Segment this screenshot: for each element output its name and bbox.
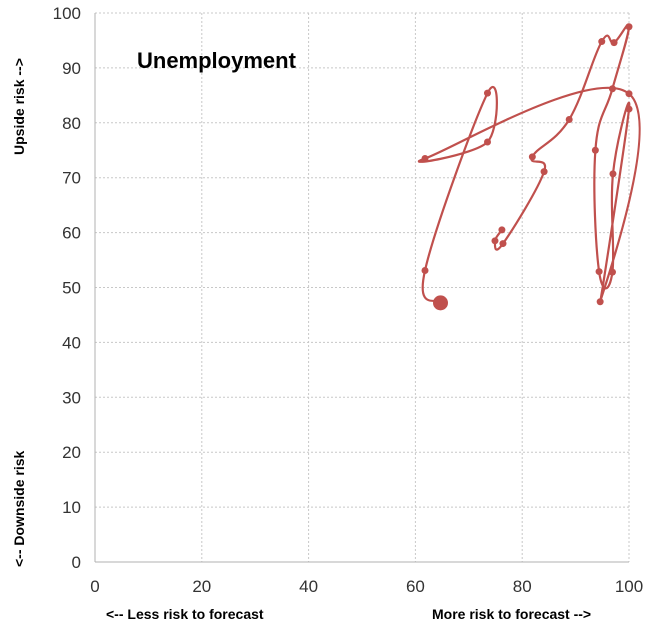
data-point [565, 116, 573, 124]
data-point [591, 146, 599, 154]
data-point [625, 23, 633, 31]
data-point [483, 89, 491, 97]
series-line [417, 23, 641, 304]
y-tick-label: 0 [72, 553, 81, 572]
x-tick-label: 80 [513, 577, 532, 596]
data-point [498, 226, 506, 234]
y-tick-label: 60 [62, 224, 81, 243]
data-point [596, 298, 604, 306]
x-note-right: More risk to forecast --> [432, 606, 591, 622]
y-tick-label: 90 [62, 59, 81, 78]
data-point [421, 154, 429, 162]
data-point [598, 38, 606, 46]
y-note-top: Upside risk --> [11, 58, 27, 155]
data-point [483, 138, 491, 146]
y-tick-label: 40 [62, 333, 81, 352]
x-tick-label: 60 [406, 577, 425, 596]
x-tick-label: 20 [192, 577, 211, 596]
y-tick-labels: 0 10 20 30 40 50 60 70 80 90 100 [53, 4, 81, 572]
data-point [491, 237, 499, 245]
series-points [421, 23, 633, 311]
y-note-bottom: <-- Downside risk [11, 450, 27, 567]
x-tick-label: 100 [615, 577, 643, 596]
data-point [540, 168, 548, 176]
data-point [609, 170, 617, 178]
grid [95, 12, 630, 562]
x-tick-label: 40 [299, 577, 318, 596]
data-point [499, 240, 507, 248]
data-point [610, 39, 618, 47]
y-tick-label: 10 [62, 498, 81, 517]
y-tick-label: 70 [62, 169, 81, 188]
data-point [528, 153, 536, 161]
x-note-left: <-- Less risk to forecast [106, 606, 264, 622]
x-tick-labels: 0 20 40 60 80 100 [90, 577, 643, 596]
y-tick-label: 100 [53, 4, 81, 23]
data-point [625, 90, 633, 98]
latest-point [432, 295, 448, 311]
data-point [625, 105, 633, 113]
data-point [595, 268, 603, 276]
x-tick-label: 0 [90, 577, 99, 596]
y-tick-label: 80 [62, 114, 81, 133]
y-tick-label: 30 [62, 388, 81, 407]
axes [94, 13, 629, 563]
data-point [608, 85, 616, 93]
chart-title: Unemployment [137, 48, 297, 73]
data-point [608, 268, 616, 276]
y-tick-label: 20 [62, 443, 81, 462]
y-tick-label: 50 [62, 279, 81, 298]
data-point [421, 266, 429, 274]
